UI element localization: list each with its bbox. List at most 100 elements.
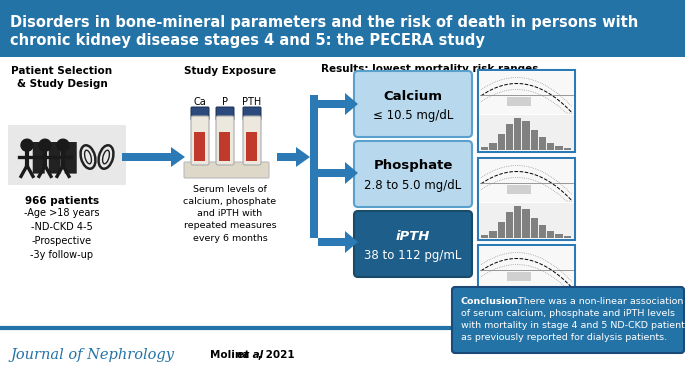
Bar bbox=[479, 159, 574, 202]
FancyBboxPatch shape bbox=[243, 107, 261, 120]
Text: ▐: ▐ bbox=[20, 141, 44, 173]
Text: Calcium: Calcium bbox=[384, 89, 443, 103]
Text: ▐: ▐ bbox=[52, 141, 75, 173]
Text: iPTH: iPTH bbox=[396, 230, 430, 243]
Text: Disorders in bone-mineral parameters and the risk of death in persons with: Disorders in bone-mineral parameters and… bbox=[10, 15, 638, 30]
Bar bbox=[489, 143, 497, 150]
Bar bbox=[489, 231, 497, 238]
Bar bbox=[489, 318, 497, 325]
FancyBboxPatch shape bbox=[184, 162, 269, 178]
Bar bbox=[318, 238, 345, 246]
Text: Patient Selection
& Study Design: Patient Selection & Study Design bbox=[12, 66, 112, 89]
Bar bbox=[523, 121, 530, 150]
Bar bbox=[514, 206, 521, 238]
Text: -Age >18 years
-ND-CKD 4-5
-Prospective
-3y follow-up: -Age >18 years -ND-CKD 4-5 -Prospective … bbox=[24, 208, 100, 260]
Text: as previously reported for dialysis patients.: as previously reported for dialysis pati… bbox=[461, 333, 667, 342]
Polygon shape bbox=[345, 231, 358, 253]
Bar bbox=[246, 131, 257, 161]
Text: 966 patients: 966 patients bbox=[25, 196, 99, 206]
Text: Conclusion.: Conclusion. bbox=[461, 297, 523, 306]
Bar bbox=[506, 212, 513, 238]
Polygon shape bbox=[345, 162, 358, 184]
Bar bbox=[8, 125, 126, 185]
Text: Phosphate: Phosphate bbox=[373, 159, 453, 172]
Text: ≤ 10.5 mg/dL: ≤ 10.5 mg/dL bbox=[373, 109, 453, 122]
Bar bbox=[478, 158, 575, 240]
Text: chronic kidney disease stages 4 and 5: the PECERA study: chronic kidney disease stages 4 and 5: t… bbox=[10, 33, 485, 48]
Text: 38 to 112 pg/mL: 38 to 112 pg/mL bbox=[364, 250, 462, 263]
Circle shape bbox=[21, 139, 33, 151]
Bar bbox=[556, 321, 562, 325]
Bar bbox=[564, 323, 571, 325]
Bar bbox=[318, 100, 345, 108]
Bar bbox=[318, 169, 345, 177]
Bar bbox=[506, 300, 513, 325]
FancyBboxPatch shape bbox=[216, 107, 234, 120]
Text: PTH: PTH bbox=[242, 97, 262, 107]
Text: Results: lowest mortality risk ranges: Results: lowest mortality risk ranges bbox=[321, 64, 538, 74]
Bar bbox=[507, 97, 532, 106]
Text: There was a non-linear association: There was a non-linear association bbox=[515, 297, 684, 306]
FancyBboxPatch shape bbox=[243, 116, 261, 165]
FancyBboxPatch shape bbox=[354, 211, 472, 277]
Bar bbox=[523, 296, 530, 325]
Bar bbox=[547, 143, 554, 150]
Bar bbox=[547, 231, 554, 238]
Bar bbox=[497, 309, 505, 325]
Bar bbox=[507, 272, 532, 281]
FancyBboxPatch shape bbox=[354, 71, 472, 137]
Text: et al: et al bbox=[237, 350, 263, 360]
FancyBboxPatch shape bbox=[191, 107, 209, 120]
Text: , 2021: , 2021 bbox=[258, 350, 295, 360]
Bar bbox=[556, 234, 562, 238]
Bar bbox=[0, 0, 685, 57]
Bar bbox=[556, 146, 562, 150]
Bar bbox=[478, 245, 575, 327]
Bar bbox=[564, 148, 571, 150]
Bar bbox=[479, 290, 574, 325]
Bar bbox=[0, 330, 685, 384]
Bar bbox=[122, 153, 171, 161]
Bar bbox=[539, 312, 546, 325]
FancyBboxPatch shape bbox=[191, 116, 209, 165]
FancyBboxPatch shape bbox=[216, 116, 234, 165]
Bar bbox=[507, 185, 532, 194]
Text: Study Exposure: Study Exposure bbox=[184, 66, 276, 76]
Bar bbox=[481, 322, 488, 325]
Polygon shape bbox=[296, 147, 310, 167]
Bar bbox=[531, 130, 538, 150]
FancyBboxPatch shape bbox=[354, 141, 472, 207]
Bar bbox=[539, 137, 546, 150]
Bar bbox=[531, 218, 538, 238]
Text: P: P bbox=[222, 97, 228, 107]
Bar bbox=[277, 153, 296, 161]
FancyBboxPatch shape bbox=[452, 287, 684, 353]
Bar bbox=[478, 70, 575, 152]
Bar bbox=[479, 115, 574, 150]
Text: ▐: ▐ bbox=[36, 141, 60, 173]
Text: Ca: Ca bbox=[194, 97, 206, 107]
Text: Serum levels of
calcium, phosphate
and iPTH with
repeated measures
every 6 month: Serum levels of calcium, phosphate and i… bbox=[184, 185, 277, 243]
Bar bbox=[481, 147, 488, 150]
Text: Journal of Nephrology: Journal of Nephrology bbox=[10, 348, 174, 362]
Circle shape bbox=[57, 139, 69, 151]
Text: 2.8 to 5.0 mg/dL: 2.8 to 5.0 mg/dL bbox=[364, 179, 462, 192]
Bar bbox=[219, 131, 230, 161]
Bar bbox=[194, 131, 205, 161]
Polygon shape bbox=[171, 147, 185, 167]
Text: with mortality in stage 4 and 5 ND-CKD patients,: with mortality in stage 4 and 5 ND-CKD p… bbox=[461, 321, 685, 330]
Bar bbox=[0, 57, 685, 384]
Bar bbox=[479, 71, 574, 114]
Text: of serum calcium, phosphate and iPTH levels: of serum calcium, phosphate and iPTH lev… bbox=[461, 309, 675, 318]
Bar bbox=[310, 95, 318, 238]
Bar bbox=[531, 305, 538, 325]
Bar bbox=[479, 246, 574, 289]
Circle shape bbox=[39, 139, 51, 151]
Bar bbox=[539, 225, 546, 238]
Bar bbox=[497, 222, 505, 238]
Bar bbox=[479, 203, 574, 238]
Bar bbox=[514, 118, 521, 150]
Bar bbox=[506, 124, 513, 150]
Polygon shape bbox=[345, 93, 358, 115]
Bar bbox=[514, 293, 521, 325]
